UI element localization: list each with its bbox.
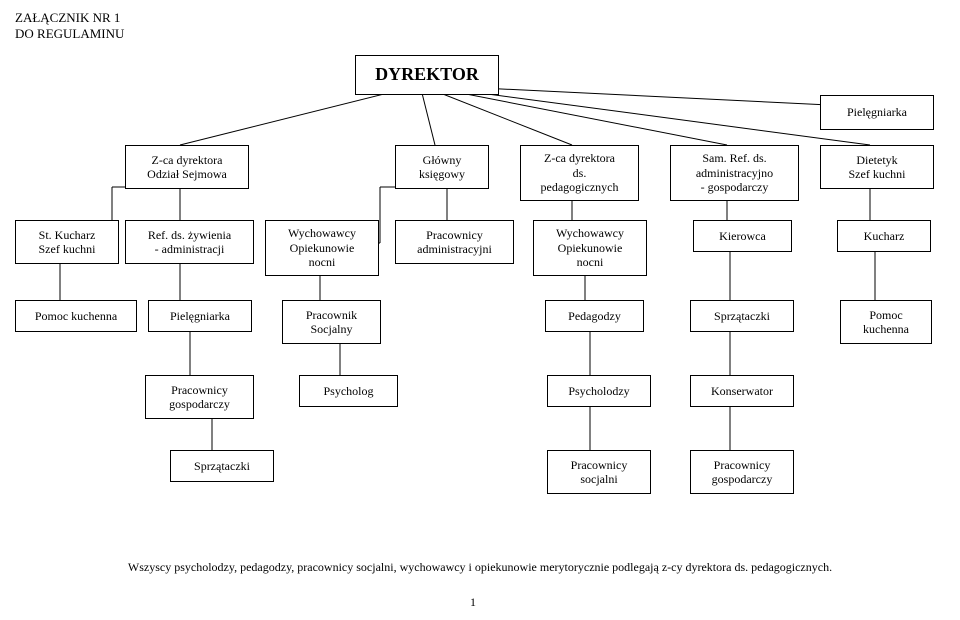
box-dyrektor: DYREKTOR <box>355 55 499 95</box>
box-pracownicy-socjalni: Pracownicysocjalni <box>547 450 651 494</box>
header-l2: DO REGULAMINU <box>15 26 124 42</box>
box-kucharz: Kucharz <box>837 220 931 252</box>
box-ksiegowy: Głównyksięgowy <box>395 145 489 189</box>
box-dietetyk: DietetykSzef kuchni <box>820 145 934 189</box>
box-pracownik-socjalny: PracownikSocjalny <box>282 300 381 344</box>
header-l1: ZAŁĄCZNIK NR 1 <box>15 10 124 26</box>
box-pracownicy-gosp-l: Pracownicygospodarczy <box>145 375 254 419</box>
box-ref-zywienia: Ref. ds. żywienia- administracji <box>125 220 254 264</box>
box-st-kucharz: St. KucharzSzef kuchni <box>15 220 119 264</box>
box-sprzataczki: Sprzątaczki <box>690 300 794 332</box>
box-pedagodzy: Pedagodzy <box>545 300 644 332</box>
box-sprzataczki-2: Sprzątaczki <box>170 450 274 482</box>
box-zca-pedagog: Z-ca dyrektorads.pedagogicznych <box>520 145 639 201</box>
box-zca-sejmowa: Z-ca dyrektoraOdział Sejmowa <box>125 145 249 189</box>
box-psycholog: Psycholog <box>299 375 398 407</box>
header: ZAŁĄCZNIK NR 1 DO REGULAMINU <box>15 10 124 41</box>
box-kierowca: Kierowca <box>693 220 792 252</box>
box-konserwator: Konserwator <box>690 375 794 407</box>
box-pracownicy-gosp-r: Pracownicygospodarczy <box>690 450 794 494</box>
box-wychowawcy-l: WychowawcyOpiekunowienocni <box>265 220 379 276</box>
box-pomoc-kuch-r: Pomockuchenna <box>840 300 932 344</box>
box-pracownicy-admin: Pracownicyadministracyjni <box>395 220 514 264</box>
page-number: 1 <box>470 595 476 610</box>
box-pielegniarka-top: Pielęgniarka <box>820 95 934 130</box>
box-sam-ref: Sam. Ref. ds.administracyjno- gospodarcz… <box>670 145 799 201</box>
box-psycholodzy: Psycholodzy <box>547 375 651 407</box>
footer-text: Wszyscy psycholodzy, pedagodzy, pracowni… <box>50 560 910 575</box>
box-pomoc-kuch-l: Pomoc kuchenna <box>15 300 137 332</box>
box-pielegniarka-2: Pielęgniarka <box>148 300 252 332</box>
box-wychowawcy-r: WychowawcyOpiekunowienocni <box>533 220 647 276</box>
